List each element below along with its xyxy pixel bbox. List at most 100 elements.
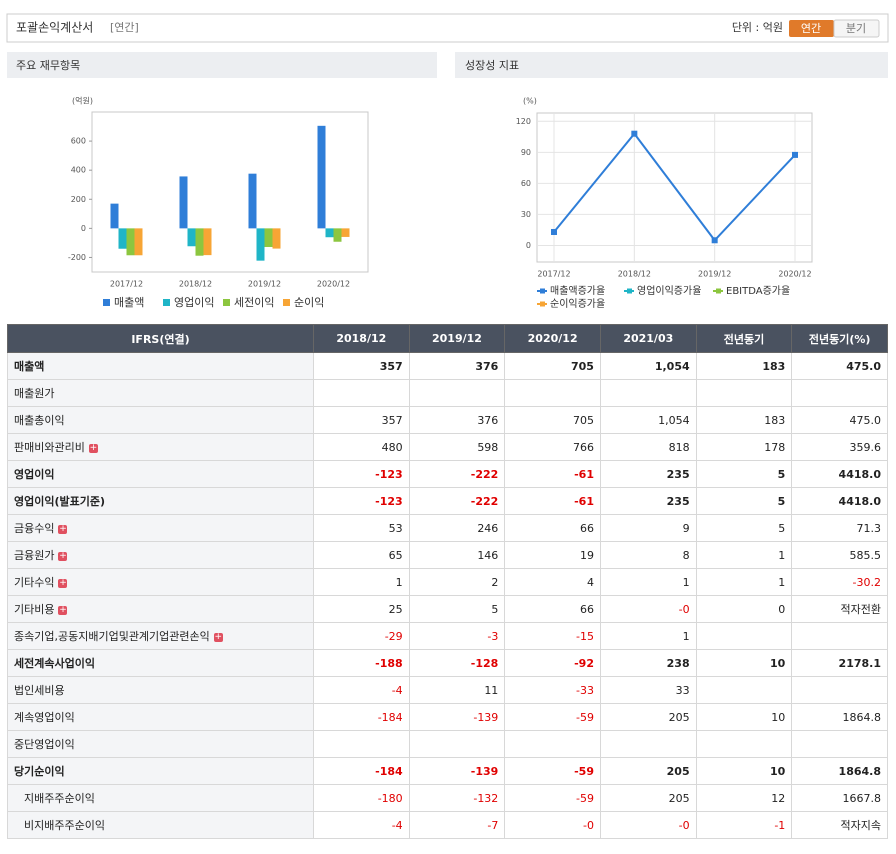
cell-value: 9 — [682, 521, 690, 535]
cell-value: 246 — [477, 521, 499, 535]
value-cell — [504, 379, 601, 407]
row-label: 비지배주주순이익 — [24, 819, 105, 832]
column-header: IFRS(연결) — [7, 324, 314, 353]
cell-value: 705 — [571, 359, 594, 373]
value-cell: -184 — [313, 757, 410, 785]
value-cell — [599, 379, 697, 407]
table-row: 계속영업이익 -184 -139 -59 205 10 1864.8 — [7, 703, 888, 731]
value-cell: 1 — [313, 568, 410, 596]
legend-swatch — [163, 299, 170, 306]
value-cell: 11 — [408, 676, 506, 704]
cell-value: -3 — [487, 629, 499, 643]
table-row: 영업이익(발표기준) -123 -222 -61 235 5 4418.0 — [7, 487, 888, 515]
cell-value: -132 — [473, 791, 499, 805]
unit: 단위 : 억원 — [732, 21, 783, 34]
value-cell: -92 — [504, 649, 601, 677]
cell-value: 1 — [778, 548, 786, 562]
value-cell: 9 — [599, 514, 697, 542]
row-label: 지배주주순이익 — [24, 792, 95, 805]
cell-value: 25 — [388, 602, 403, 616]
cell-value: 359.6 — [849, 440, 882, 454]
bar — [118, 228, 127, 249]
cell-value: 53 — [388, 521, 403, 535]
value-cell: 705 — [504, 352, 601, 380]
legend-marker — [716, 288, 721, 294]
table-row: 당기순이익 -184 -139 -59 205 10 1864.8 — [7, 757, 888, 785]
value-cell: 0 — [695, 595, 793, 623]
cell-value: -61 — [574, 467, 594, 481]
row-label-cell: 판매비와관리비 + — [7, 433, 314, 461]
value-cell: -132 — [408, 784, 506, 812]
expand-button[interactable]: + — [213, 631, 223, 642]
value-cell: -33 — [504, 676, 601, 704]
plot-area — [91, 111, 369, 273]
expand-button[interactable]: + — [88, 442, 98, 453]
y-axis-label: (억원) — [72, 96, 93, 106]
value-cell: 2178.1 — [791, 649, 888, 677]
cell-value: 376 — [477, 413, 499, 427]
panel-header — [455, 52, 888, 78]
value-cell: 10 — [695, 757, 793, 785]
row-label-cell: 계속영업이익 — [7, 703, 314, 731]
quarter-label[interactable]: 분기 — [846, 22, 866, 35]
cell-value: 205 — [668, 710, 690, 724]
cell-value: -184 — [377, 710, 403, 724]
row-label-cell: 세전계속사업이익 — [7, 649, 314, 677]
legend-label: 순이익 — [294, 296, 324, 309]
y-tick-label: 30 — [521, 210, 531, 219]
point — [792, 151, 798, 158]
legend-marker — [627, 288, 632, 294]
cell-value: 585.5 — [849, 548, 882, 562]
value-cell: 66 — [504, 595, 601, 623]
cell-value: -59 — [576, 710, 594, 724]
y-tick-label: 0 — [526, 241, 531, 250]
cell-value: 1667.8 — [842, 791, 882, 805]
cell-value: 1,054 — [658, 413, 690, 427]
row-label: 당기순이익 — [14, 765, 65, 778]
value-cell: 359.6 — [791, 433, 888, 461]
quarter-button[interactable] — [833, 19, 880, 38]
expand-button[interactable]: + — [58, 550, 68, 561]
cell-value: 1 — [682, 575, 690, 589]
cell-value: -123 — [375, 467, 403, 481]
column-header: 2018/12 — [313, 324, 410, 353]
cell-value: 1864.8 — [842, 710, 882, 724]
expand-button[interactable]: + — [58, 577, 68, 588]
expand-button[interactable]: + — [58, 523, 68, 534]
value-cell — [791, 379, 888, 407]
value-cell: 19 — [504, 541, 601, 569]
bar — [325, 228, 334, 238]
row-label: 세전계속사업이익 — [14, 657, 95, 670]
value-cell: 71.3 — [791, 514, 888, 542]
value-cell: 1667.8 — [791, 784, 888, 812]
table-row: 기타비용 +25 5 66 -0 0 적자전환 — [7, 595, 888, 623]
value-cell — [791, 622, 888, 650]
value-cell: 146 — [408, 541, 506, 569]
value-cell — [695, 676, 793, 704]
value-cell: 66 — [504, 514, 601, 542]
expand-button[interactable]: + — [58, 604, 68, 615]
annual-button[interactable] — [789, 20, 834, 37]
value-cell: 766 — [504, 433, 601, 461]
x-tick-label: 2018/12 — [618, 270, 651, 279]
cell-value: -1 — [774, 818, 786, 832]
value-cell: 65 — [313, 541, 410, 569]
row-label-cell: 금융수익 + — [7, 514, 314, 542]
row-label: 법인세비용 — [14, 684, 65, 697]
cell-value: 1864.8 — [838, 764, 881, 778]
cell-value: 5 — [491, 602, 499, 616]
value-cell: -1 — [695, 811, 793, 839]
value-cell: 1864.8 — [791, 757, 888, 785]
row-label-cell: 영업이익(발표기준) — [7, 487, 314, 515]
cell-value: 475.0 — [849, 413, 882, 427]
value-cell: 1 — [599, 622, 697, 650]
value-cell: -128 — [408, 649, 506, 677]
legend-label: 매출액증가율 — [550, 285, 605, 297]
row-label: 매출원가 — [14, 387, 55, 400]
annual-label[interactable]: 연간 — [801, 22, 821, 35]
value-cell: 183 — [695, 406, 793, 434]
cell-value: 146 — [477, 548, 499, 562]
value-cell: 5 — [695, 514, 793, 542]
cell-value: -92 — [574, 656, 594, 670]
header-bar — [6, 13, 889, 43]
